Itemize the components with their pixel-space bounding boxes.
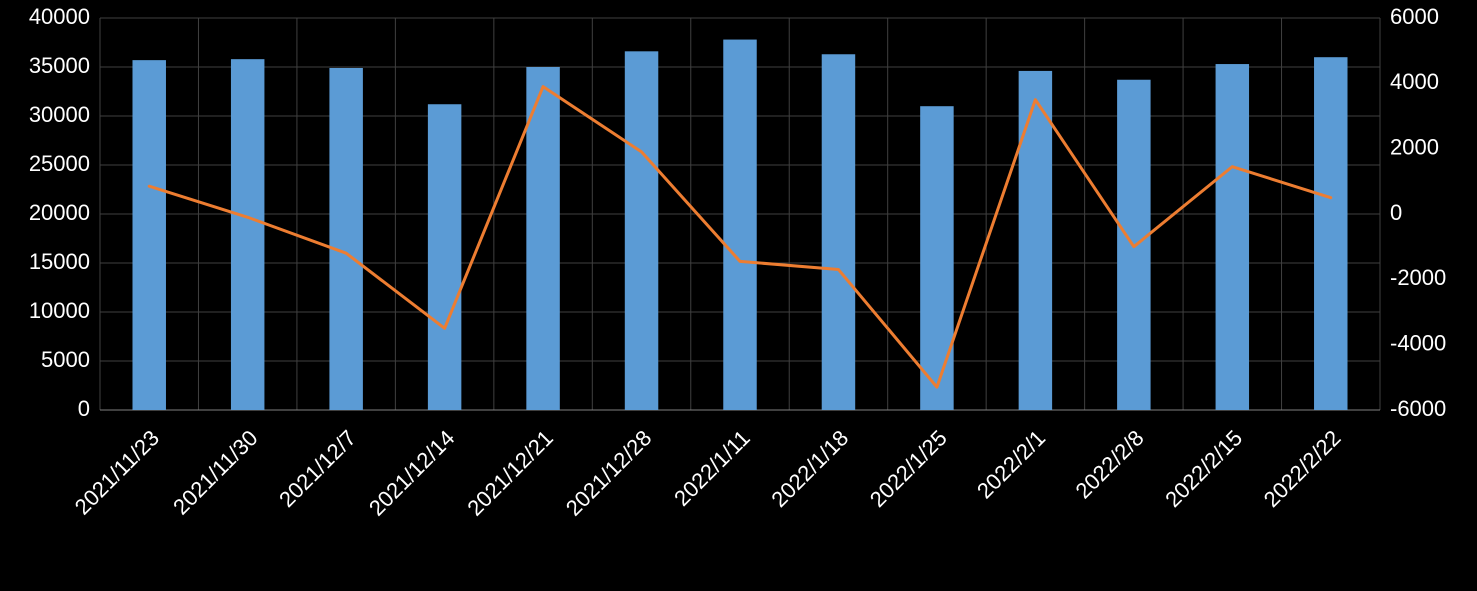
y-right-tick-label: -4000 bbox=[1390, 330, 1446, 355]
y-right-tick-label: 6000 bbox=[1390, 4, 1439, 29]
y-left-tick-label: 35000 bbox=[29, 53, 90, 78]
y-left-tick-label: 30000 bbox=[29, 102, 90, 127]
bar bbox=[1019, 71, 1052, 410]
y-right-tick-label: -2000 bbox=[1390, 265, 1446, 290]
bar bbox=[329, 68, 362, 410]
bar bbox=[1314, 57, 1347, 410]
y-left-tick-label: 40000 bbox=[29, 4, 90, 29]
y-right-tick-label: 2000 bbox=[1390, 134, 1439, 159]
y-right-tick-label: 0 bbox=[1390, 200, 1402, 225]
bar bbox=[428, 104, 461, 410]
bar bbox=[723, 40, 756, 410]
chart-container: 0500010000150002000025000300003500040000… bbox=[0, 0, 1477, 591]
bar bbox=[132, 60, 165, 410]
bar bbox=[231, 59, 264, 410]
bar bbox=[1216, 64, 1249, 410]
bar bbox=[625, 51, 658, 410]
y-right-tick-label: 4000 bbox=[1390, 69, 1439, 94]
combo-chart: 0500010000150002000025000300003500040000… bbox=[0, 0, 1477, 591]
y-left-tick-label: 10000 bbox=[29, 298, 90, 323]
y-left-tick-label: 25000 bbox=[29, 151, 90, 176]
bar bbox=[822, 54, 855, 410]
bar bbox=[920, 106, 953, 410]
y-right-tick-label: -6000 bbox=[1390, 396, 1446, 421]
y-left-tick-label: 0 bbox=[78, 396, 90, 421]
y-left-tick-label: 5000 bbox=[41, 347, 90, 372]
y-left-tick-label: 15000 bbox=[29, 249, 90, 274]
y-left-tick-label: 20000 bbox=[29, 200, 90, 225]
